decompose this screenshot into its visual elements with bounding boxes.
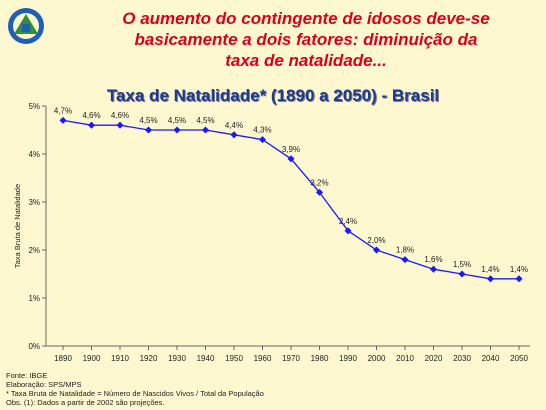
data-point [401,256,409,264]
data-label: 4,5% [168,116,186,125]
x-tick-label: 1960 [254,354,272,363]
data-point [515,275,523,283]
data-point [230,131,238,139]
x-tick-label: 1920 [140,354,158,363]
data-point [372,246,381,254]
footnote-definition: * Taxa Bruta de Natalidade = Número de N… [6,389,264,398]
chart-title: Taxa de Natalidade* (1890 a 2050) - Bras… [106,86,440,105]
y-tick-label: 1% [28,294,40,303]
x-tick-label: 1980 [311,354,329,363]
x-tick-label: 1910 [111,354,129,363]
data-label: 2,0% [367,236,385,245]
footnote-elaboration: Elaboração: SPS/MPS [6,380,82,389]
x-tick-label: 2000 [368,354,386,363]
data-point [144,126,153,134]
data-label: 1,4% [510,265,528,274]
data-point [201,126,210,134]
data-point [429,265,438,273]
y-tick-label: 0% [28,342,40,351]
x-tick-label: 1970 [282,354,300,363]
x-tick-label: 2020 [425,354,443,363]
data-label: 4,5% [196,116,214,125]
data-point [458,270,466,278]
headline-line-2: basicamente a dois fatores: diminuição d… [134,30,478,49]
footnote-observation: Obs. (1): Dados a partir de 2002 são pro… [6,398,165,407]
data-label: 3,2% [310,178,328,187]
data-point [287,155,295,163]
data-point [173,126,181,134]
data-label: 1,6% [424,255,442,264]
data-point [315,188,324,196]
data-label: 1,4% [481,265,499,274]
x-tick-label: 2050 [510,354,528,363]
x-tick-label: 1990 [339,354,357,363]
headline: O aumento do contingente de idosos deve-… [96,8,516,71]
y-axis-label: Taxa Bruta de Natalidade [13,184,22,268]
data-point [344,227,352,235]
data-label: 4,7% [54,106,72,115]
headline-line-1: O aumento do contingente de idosos deve-… [122,9,490,28]
x-tick-label: 1890 [54,354,72,363]
data-label: 4,6% [111,111,129,120]
data-point [258,136,267,144]
x-tick-label: 1950 [225,354,243,363]
x-tick-label: 2040 [482,354,500,363]
data-label: 4,4% [225,121,243,130]
y-tick-label: 4% [28,150,40,159]
data-label: 3,9% [282,145,300,154]
data-point [116,121,124,129]
data-label: 4,5% [139,116,157,125]
data-label: 4,3% [253,126,271,135]
x-tick-label: 1900 [83,354,101,363]
data-label: 4,6% [82,111,100,120]
x-tick-label: 1940 [197,354,215,363]
footnotes: Fonte: IBGE Elaboração: SPS/MPS * Taxa B… [6,371,264,407]
inss-logo-icon [6,6,46,46]
data-point [486,275,495,283]
x-tick-label: 2010 [396,354,414,363]
data-label: 1,5% [453,260,471,269]
y-tick-label: 3% [28,198,40,207]
data-point [59,116,67,124]
x-tick-label: 2030 [453,354,471,363]
data-label: 1,8% [396,246,414,255]
data-label: 2,4% [339,217,357,226]
y-tick-label: 2% [28,246,40,255]
footnote-source: Fonte: IBGE [6,371,48,380]
data-point [87,121,96,129]
x-tick-label: 1930 [168,354,186,363]
headline-line-3: taxa de natalidade... [225,51,387,70]
y-tick-label: 5% [28,102,40,111]
